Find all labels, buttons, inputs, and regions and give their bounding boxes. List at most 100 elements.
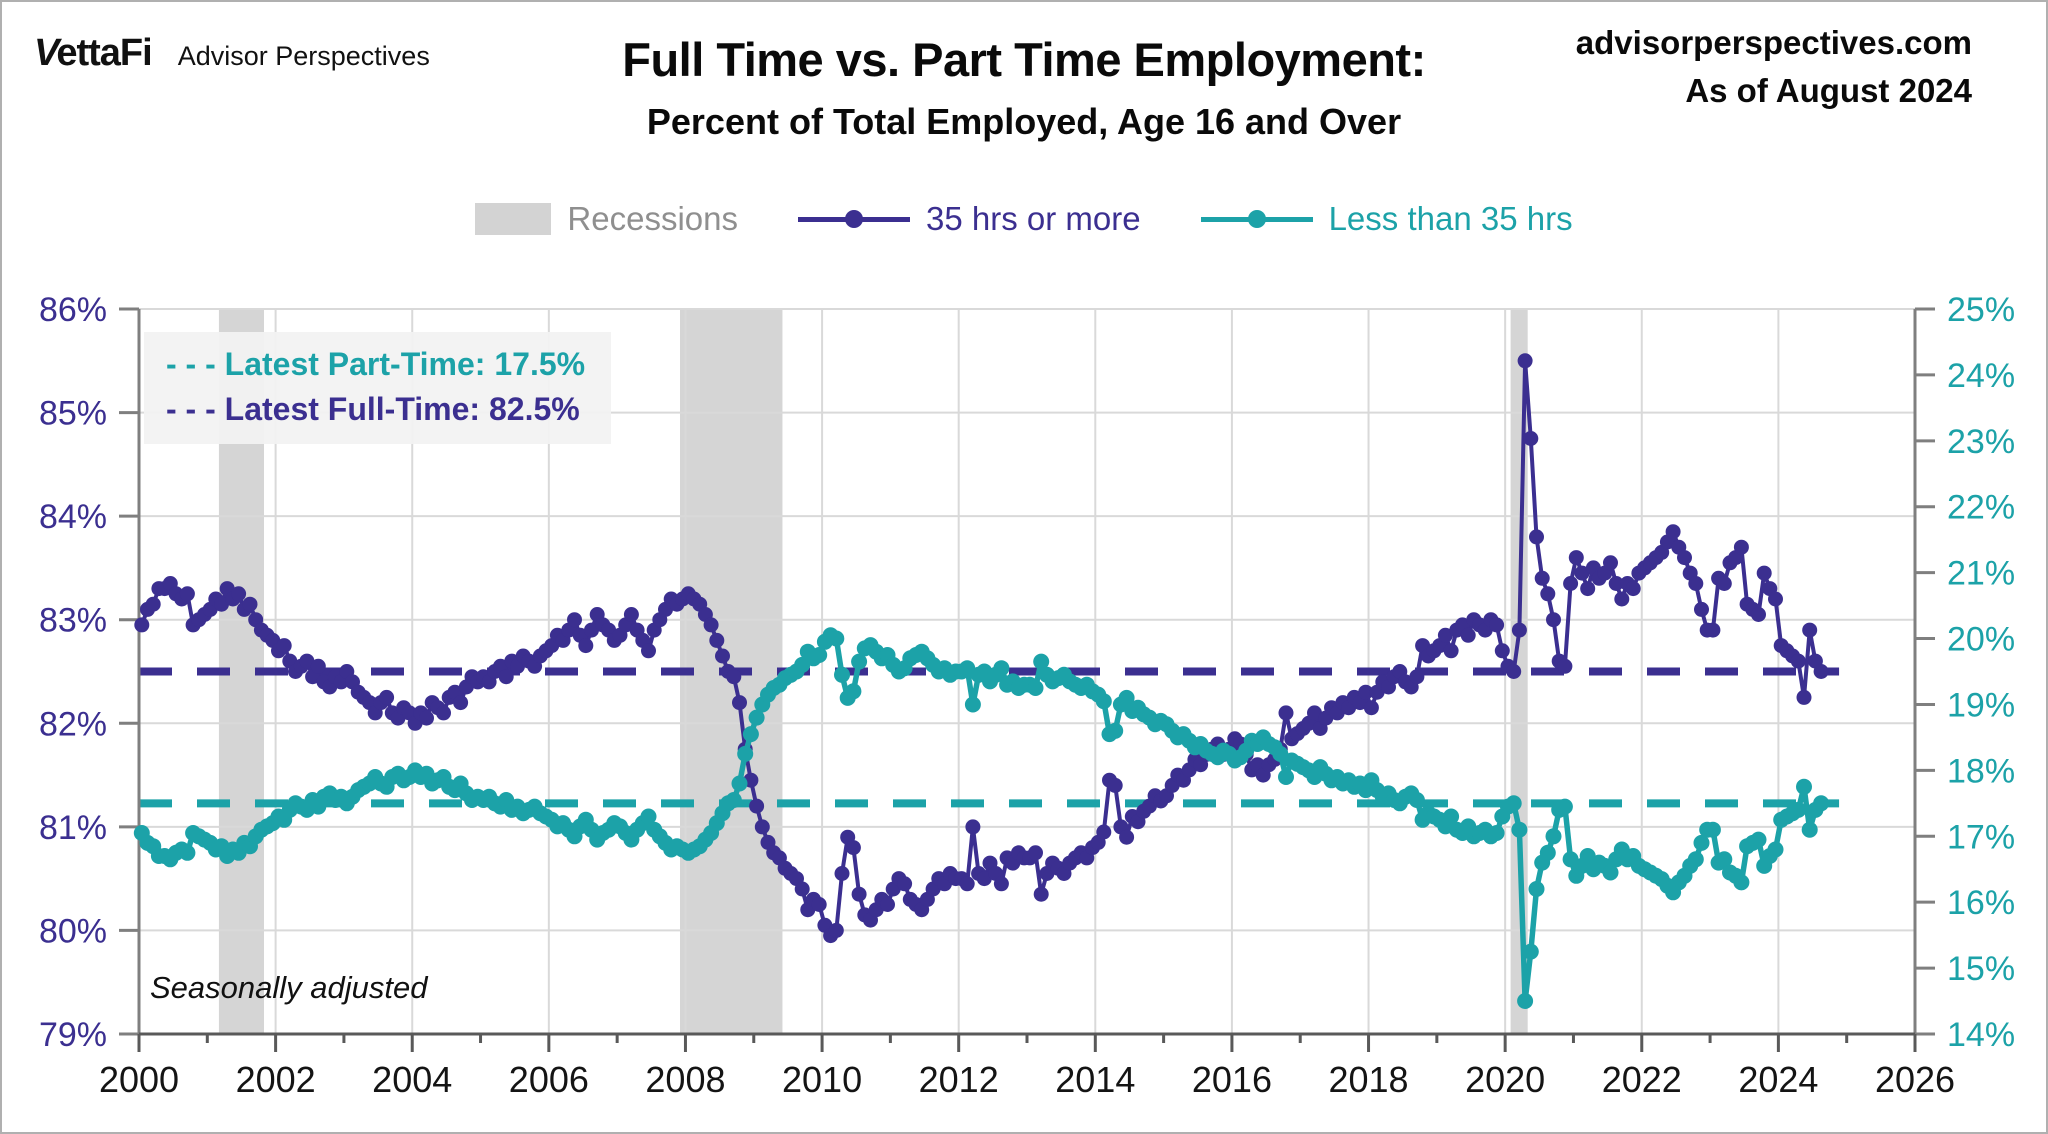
data-point-full-time xyxy=(794,881,810,897)
x-axis-tick-label: 2010 xyxy=(782,1059,862,1100)
data-point-full-time xyxy=(965,819,981,835)
data-point-part-time xyxy=(1488,825,1505,841)
data-point-part-time xyxy=(737,745,754,762)
data-point-full-time xyxy=(834,866,850,881)
data-point-full-time xyxy=(578,638,594,654)
data-point-full-time xyxy=(1443,643,1459,659)
data-point-full-time xyxy=(145,596,161,612)
data-point-part-time xyxy=(1556,798,1573,815)
x-axis-tick-label: 2018 xyxy=(1328,1059,1408,1100)
data-point-full-time xyxy=(1511,622,1527,638)
data-point-full-time xyxy=(811,897,827,912)
data-point-part-time xyxy=(179,844,196,861)
data-point-full-time xyxy=(1768,591,1783,607)
data-point-full-time xyxy=(703,617,719,633)
logo-subtext: Advisor Perspectives xyxy=(177,41,430,71)
data-point-part-time xyxy=(845,683,862,700)
data-point-full-time xyxy=(1625,581,1641,597)
left-axis-tick-label: 86% xyxy=(39,291,107,329)
data-point-full-time xyxy=(310,658,326,674)
data-point-part-time xyxy=(1704,821,1721,838)
data-point-full-time xyxy=(1574,565,1590,581)
left-axis-tick-label: 83% xyxy=(39,602,107,640)
right-axis-tick-label: 24% xyxy=(1947,357,2015,395)
data-point-full-time xyxy=(1614,591,1630,607)
vettafi-brand-text: VettaFi xyxy=(34,32,153,75)
x-axis-tick-label: 2000 xyxy=(99,1059,179,1100)
data-point-full-time xyxy=(715,648,730,664)
data-point-full-time xyxy=(1534,570,1550,586)
legend-label-recessions: Recessions xyxy=(567,200,738,237)
right-axis-tick-label: 14% xyxy=(1947,1016,2015,1054)
data-point-part-time xyxy=(1733,874,1750,891)
data-point-full-time xyxy=(1694,601,1709,617)
x-axis-tick-label: 2006 xyxy=(509,1059,589,1100)
data-point-full-time xyxy=(1796,689,1812,705)
data-point-full-time xyxy=(179,586,195,602)
data-point-part-time xyxy=(1801,821,1818,838)
right-axis-tick-label: 20% xyxy=(1947,621,2015,659)
data-point-part-time xyxy=(1796,778,1812,795)
latest-full-time-label: - - - Latest Full-Time: 82.5% xyxy=(166,391,580,427)
right-axis-tick-label: 17% xyxy=(1947,818,2015,856)
legend: Recessions 35 hrs or more Less than 35 h… xyxy=(2,200,2046,238)
data-point-part-time xyxy=(834,666,850,683)
data-point-full-time xyxy=(419,710,434,726)
data-point-full-time xyxy=(1580,581,1596,597)
data-point-full-time xyxy=(1756,565,1772,581)
data-point-full-time xyxy=(1107,777,1123,793)
data-point-full-time xyxy=(732,695,747,711)
data-point-full-time xyxy=(623,607,639,622)
x-axis-tick-label: 2022 xyxy=(1602,1059,1682,1100)
data-point-part-time xyxy=(1517,993,1534,1009)
series-markers-part-time xyxy=(133,627,1830,1009)
data-point-full-time xyxy=(959,876,975,892)
recession-swatch-icon xyxy=(475,203,552,235)
x-axis-tick-label: 2012 xyxy=(919,1059,999,1100)
data-point-full-time xyxy=(1546,612,1561,628)
legend-label-part-time: Less than 35 hrs xyxy=(1328,200,1573,237)
data-point-full-time xyxy=(453,695,469,711)
data-point-full-time xyxy=(1517,353,1533,369)
data-point-full-time xyxy=(993,876,1009,892)
x-axis-tick-label: 2024 xyxy=(1738,1059,1818,1100)
data-point-part-time xyxy=(1545,828,1562,845)
data-point-part-time xyxy=(1505,795,1522,812)
right-axis-tick-label: 19% xyxy=(1947,686,2015,724)
data-point-part-time xyxy=(1687,851,1704,868)
data-point-full-time xyxy=(1409,669,1425,685)
data-point-part-time xyxy=(1693,834,1710,851)
series-line-part-time xyxy=(139,632,1824,1004)
full-time-line-marker-icon xyxy=(797,209,910,229)
latest-values-annotation: - - - Latest Part-Time: 17.5% - - - Late… xyxy=(144,332,612,444)
part-time-line-marker-icon xyxy=(1200,209,1313,229)
data-point-part-time xyxy=(731,775,748,792)
data-point-full-time xyxy=(1563,576,1579,591)
legend-item-full-time: 35 hrs or more xyxy=(797,200,1141,238)
data-point-part-time xyxy=(1528,881,1545,897)
right-axis-tick-label: 21% xyxy=(1947,555,2015,593)
data-point-full-time xyxy=(726,669,742,685)
data-point-full-time xyxy=(1751,607,1766,622)
data-point-full-time xyxy=(641,643,656,659)
data-point-full-time xyxy=(1033,886,1049,902)
data-point-full-time xyxy=(1608,576,1624,591)
data-point-full-time xyxy=(379,689,395,705)
data-point-full-time xyxy=(1096,824,1112,840)
data-point-full-time xyxy=(1716,576,1732,591)
data-point-full-time xyxy=(436,705,451,721)
data-point-full-time xyxy=(1437,627,1453,643)
data-point-part-time xyxy=(964,696,981,713)
source-block: advisorperspectives.com As of August 202… xyxy=(1576,24,1972,110)
data-point-full-time xyxy=(1358,684,1374,700)
data-point-full-time xyxy=(584,622,599,638)
data-point-full-time xyxy=(1568,550,1584,566)
data-point-full-time xyxy=(1307,705,1322,721)
x-axis-tick-label: 2014 xyxy=(1055,1059,1135,1100)
data-point-full-time xyxy=(231,586,247,602)
data-point-full-time xyxy=(1494,643,1510,659)
vettafi-logo: VettaFi Advisor Perspectives xyxy=(34,32,430,75)
left-axis-tick-label: 80% xyxy=(39,912,107,950)
x-axis-tick-label: 2016 xyxy=(1192,1059,1272,1100)
